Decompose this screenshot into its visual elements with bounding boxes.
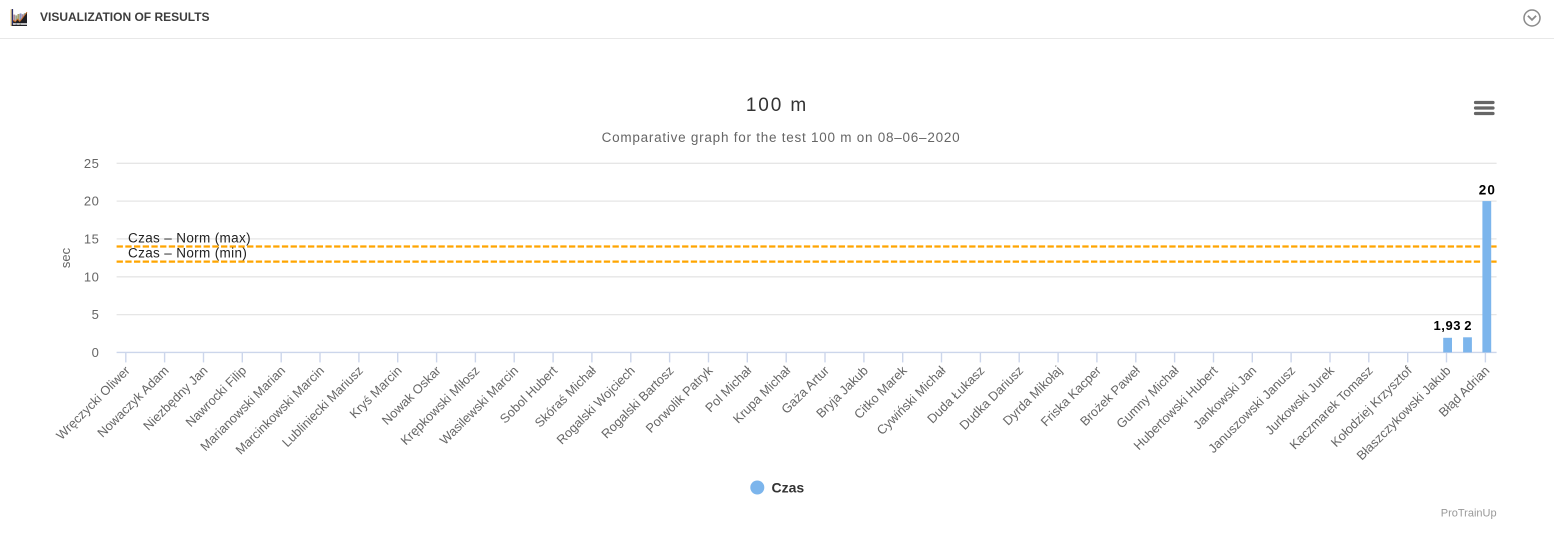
svg-text:10: 10 — [84, 269, 100, 284]
svg-text:20: 20 — [1479, 183, 1496, 198]
svg-text:Porwolik Patryk: Porwolik Patryk — [643, 362, 716, 435]
svg-text:15: 15 — [84, 232, 100, 247]
svg-text:Czas – Norm (max): Czas – Norm (max) — [128, 231, 251, 246]
svg-text:Cywiński Michał: Cywiński Michał — [874, 363, 949, 438]
svg-text:ProTrainUp: ProTrainUp — [1441, 507, 1497, 519]
svg-text:5: 5 — [92, 307, 100, 322]
svg-text:100 m: 100 m — [746, 95, 808, 116]
svg-text:Czas: Czas — [772, 479, 805, 495]
svg-text:Comparative graph for the test: Comparative graph for the test 100 m on … — [602, 130, 961, 145]
svg-text:Jurkowski Jurek: Jurkowski Jurek — [1262, 362, 1337, 437]
svg-text:20: 20 — [84, 194, 100, 209]
svg-text:25: 25 — [84, 156, 100, 171]
svg-text:1,93: 1,93 — [1433, 318, 1461, 333]
svg-text:0: 0 — [92, 345, 100, 360]
svg-text:2: 2 — [1464, 318, 1471, 333]
svg-text:sec: sec — [58, 247, 73, 268]
svg-text:Czas – Norm (min): Czas – Norm (min) — [128, 246, 247, 261]
